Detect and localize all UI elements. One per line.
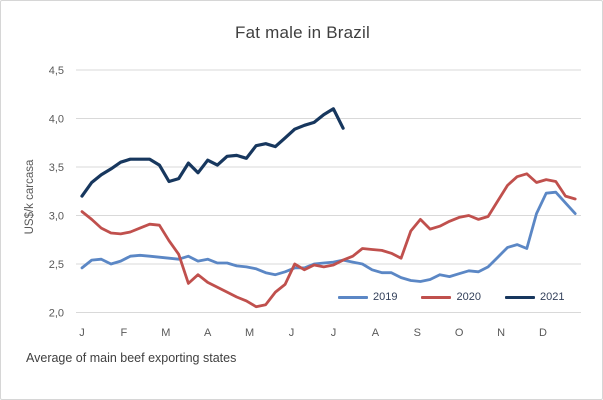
legend-label-2021: 2021 <box>539 291 565 303</box>
x-tick-label: A <box>372 327 380 339</box>
y-tick-label: 2,0 <box>49 308 64 320</box>
y-tick-label: 4,0 <box>49 114 64 126</box>
x-tick-label: F <box>121 327 128 339</box>
y-tick-label: 4,5 <box>49 65 64 77</box>
x-tick-label: J <box>289 327 295 339</box>
legend-swatch-2021 <box>504 295 535 299</box>
x-tick-label: O <box>455 327 464 339</box>
legend-label-2019: 2019 <box>373 291 398 303</box>
legend-swatch-2020 <box>421 295 452 299</box>
x-tick-label: J <box>79 327 85 339</box>
x-tick-label: A <box>204 327 212 339</box>
chart-caption: Average of main beef exporting states <box>26 351 237 365</box>
legend-item-2020[interactable]: 2020 <box>421 291 481 303</box>
y-tick-label: 2,5 <box>49 259 64 271</box>
legend-swatch-2019 <box>338 295 368 299</box>
series-line-2019[interactable] <box>80 190 577 283</box>
x-tick-label: M <box>245 327 254 339</box>
y-tick-label: 3,0 <box>49 211 64 223</box>
legend-item-2021[interactable]: 2021 <box>504 291 565 303</box>
chart-title: Fat male in Brazil <box>235 23 370 42</box>
series-line-2020[interactable] <box>80 172 577 309</box>
chart-legend: 2019 2020 2021 <box>338 291 564 303</box>
legend-label-2020: 2020 <box>456 291 481 303</box>
y-tick-label: 3,5 <box>49 162 64 174</box>
series-line-2021[interactable] <box>80 107 345 198</box>
x-tick-label: D <box>539 327 547 339</box>
x-tick-label: N <box>497 327 505 339</box>
x-tick-label: J <box>331 327 337 339</box>
x-tick-label: M <box>161 327 170 339</box>
x-tick-label: S <box>414 327 421 339</box>
legend-item-2019[interactable]: 2019 <box>338 291 397 303</box>
